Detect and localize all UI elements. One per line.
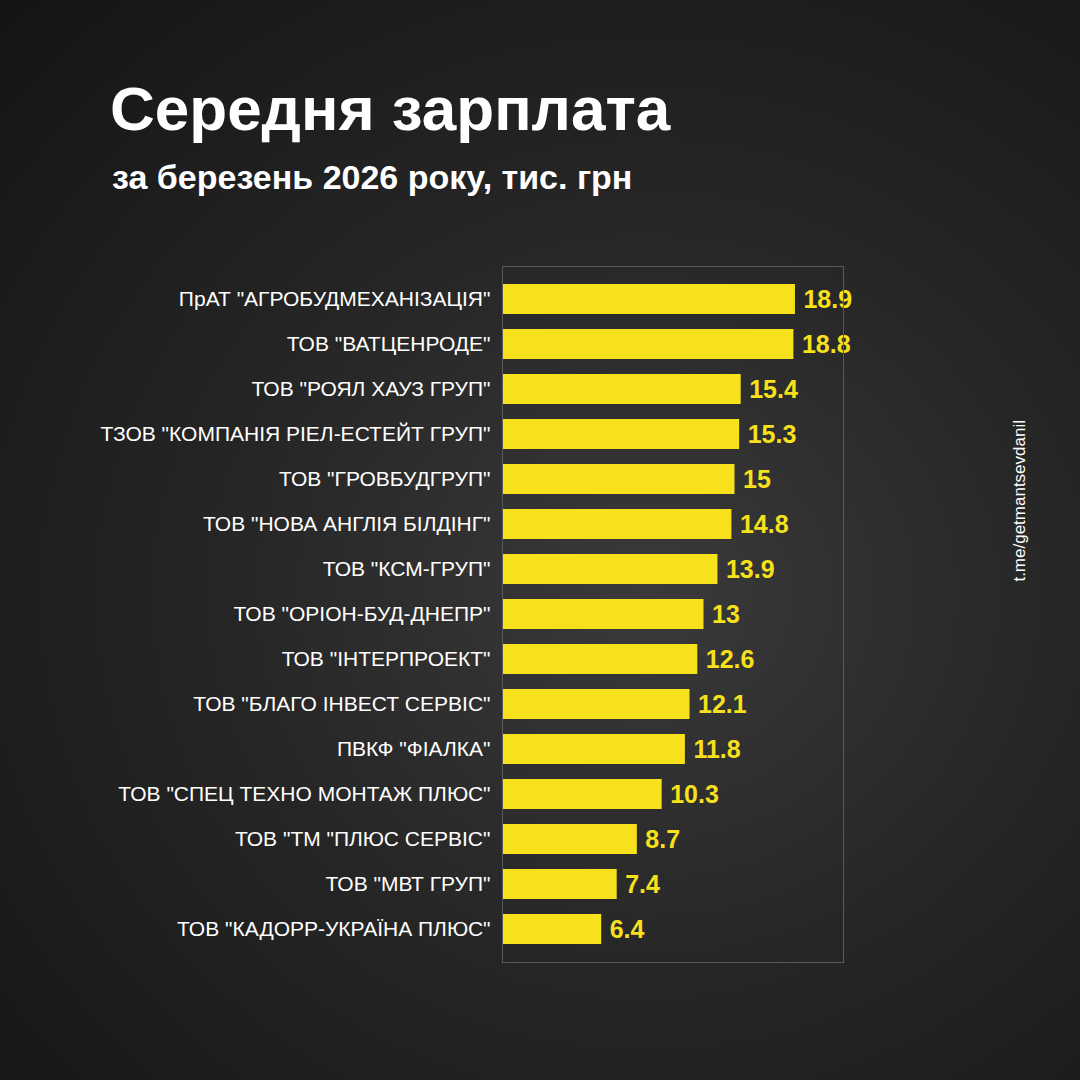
svg-text:7.4: 7.4	[625, 870, 660, 898]
html-text:t.me/getmantsevdanil: t.me/getmantsevdanil	[1010, 420, 1029, 582]
svg-text:ТОВ "ВАТЦЕНРОДЕ": ТОВ "ВАТЦЕНРОДЕ"	[287, 332, 491, 355]
svg-text:ПВКФ "ФІАЛКА": ПВКФ "ФІАЛКА"	[337, 737, 491, 760]
html-text:за березень 2026 року, тис. гр: за березень 2026 року, тис. грн	[112, 158, 633, 196]
svg-text:12.1: 12.1	[698, 690, 747, 718]
svg-text:ТОВ "ОРІОН-БУД-ДНЕПР": ТОВ "ОРІОН-БУД-ДНЕПР"	[233, 602, 490, 625]
html-text:Середня зарплата: Середня зарплата	[110, 74, 671, 143]
svg-text:ТОВ "ІНТЕРПРОЕКТ": ТОВ "ІНТЕРПРОЕКТ"	[282, 647, 491, 670]
svg-text:10.3: 10.3	[670, 780, 719, 808]
svg-text:ТОВ "ГРОВБУДГРУП": ТОВ "ГРОВБУДГРУП"	[279, 467, 491, 490]
svg-text:ТОВ "КАДОРР-УКРАЇНА ПЛЮС": ТОВ "КАДОРР-УКРАЇНА ПЛЮС"	[177, 917, 491, 940]
svg-text:6.4: 6.4	[610, 915, 645, 943]
svg-text:18.9: 18.9	[803, 285, 852, 313]
svg-text:ТОВ "БЛАГО ІНВЕСТ СЕРВІС": ТОВ "БЛАГО ІНВЕСТ СЕРВІС"	[193, 692, 490, 715]
svg-text:ТОВ "МВТ ГРУП": ТОВ "МВТ ГРУП"	[325, 872, 490, 895]
svg-text:15: 15	[743, 465, 771, 493]
svg-text:15.3: 15.3	[748, 420, 797, 448]
svg-text:ТОВ "КСМ-ГРУП": ТОВ "КСМ-ГРУП"	[323, 557, 491, 580]
svg-text:13: 13	[712, 600, 740, 628]
svg-text:18.8: 18.8	[801, 329, 851, 358]
svg-text:ПрАТ "АГРОБУДМЕХАНІЗАЦІЯ": ПрАТ "АГРОБУДМЕХАНІЗАЦІЯ"	[179, 287, 491, 310]
svg-text:ТЗОВ "КОМПАНІЯ РІЕЛ-ЕСТЕЙТ ГРУ: ТЗОВ "КОМПАНІЯ РІЕЛ-ЕСТЕЙТ ГРУП"	[100, 422, 490, 445]
svg-text:11.8: 11.8	[693, 735, 740, 763]
svg-text:ТОВ "ТМ "ПЛЮС СЕРВІС": ТОВ "ТМ "ПЛЮС СЕРВІС"	[235, 827, 491, 850]
svg-text:12.6: 12.6	[706, 645, 755, 673]
svg-text:8.7: 8.7	[645, 825, 680, 853]
svg-text:13.9: 13.9	[726, 555, 775, 583]
svg-text:ТОВ "СПЕЦ ТЕХНО МОНТАЖ ПЛЮС": ТОВ "СПЕЦ ТЕХНО МОНТАЖ ПЛЮС"	[118, 782, 490, 805]
svg-text:ТОВ "НОВА АНГЛІЯ БІЛДІНГ": ТОВ "НОВА АНГЛІЯ БІЛДІНГ"	[203, 512, 491, 535]
svg-text:14.8: 14.8	[740, 510, 789, 538]
svg-text:15.4: 15.4	[749, 375, 798, 403]
svg-text:ТОВ "РОЯЛ ХАУЗ ГРУП": ТОВ "РОЯЛ ХАУЗ ГРУП"	[251, 377, 490, 400]
